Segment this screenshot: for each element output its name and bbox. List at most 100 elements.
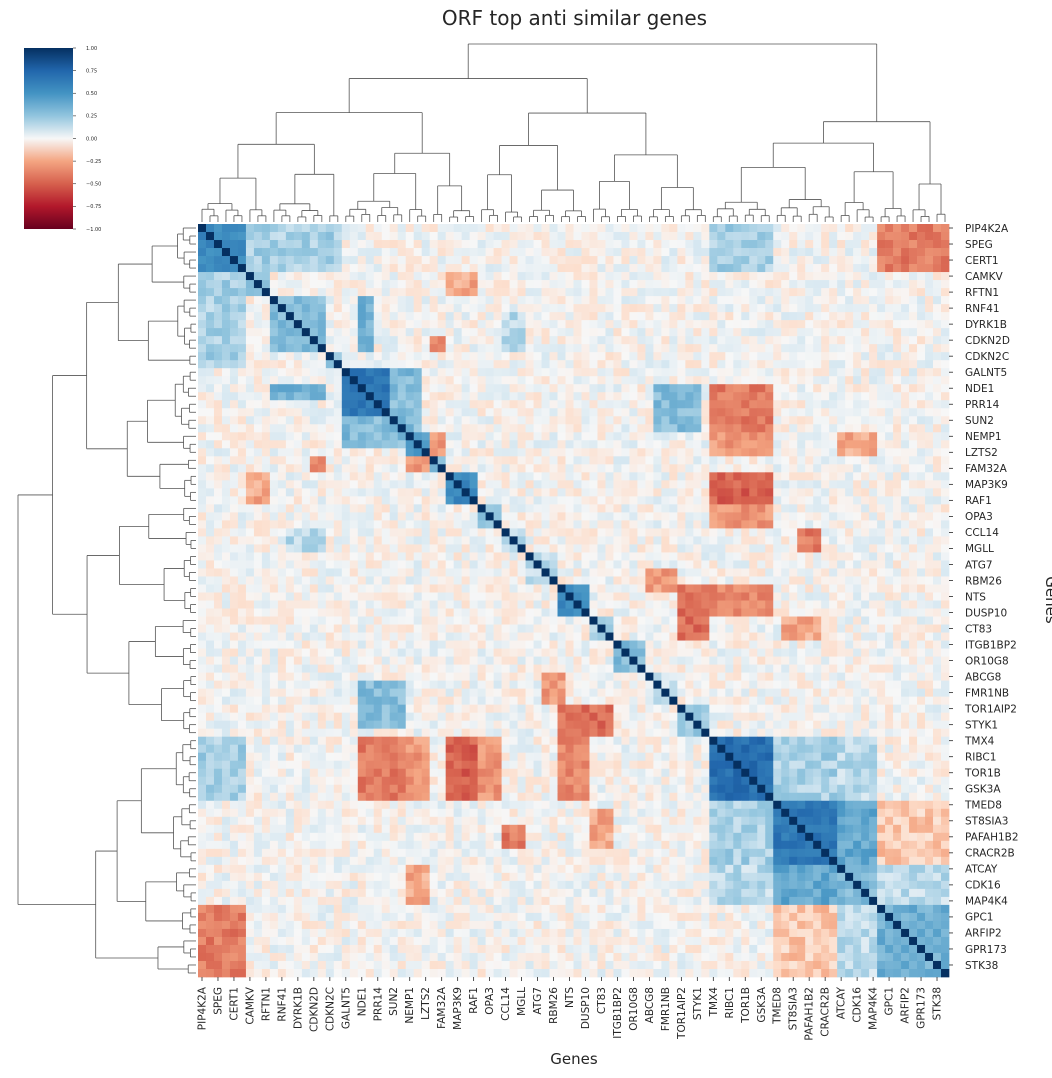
heatmap-cell [725,520,734,529]
heatmap-cell [869,552,878,561]
heatmap-cell [589,352,598,361]
heatmap-cell [333,552,343,561]
heatmap-cell [557,472,566,481]
heatmap-cell [685,344,694,353]
heatmap-cell [877,288,886,297]
heatmap-cell [469,544,478,553]
heatmap-cell [221,544,231,553]
heatmap-cell [885,312,894,321]
heatmap-cell [413,408,423,417]
heatmap-cell [509,528,518,537]
heatmap-cell [925,328,934,337]
heatmap-cell [669,272,678,281]
heatmap-cell [749,552,758,561]
heatmap-cell [605,240,614,249]
heatmap-cell [293,552,303,561]
colorbar-tick-label: −0.75 [86,204,101,210]
heatmap-cell [413,328,423,337]
heatmap-cell [517,272,526,281]
heatmap-cell [373,496,383,505]
heatmap-cell [565,520,574,529]
heatmap-cell [317,488,327,497]
heatmap-cell [533,568,542,577]
heatmap-cell [613,328,622,337]
heatmap-cell [277,512,287,521]
heatmap-cell [725,504,734,513]
heatmap-cell [421,456,431,465]
heatmap-cell [797,240,806,249]
heatmap-cell [477,392,486,401]
heatmap-cell [253,392,263,401]
heatmap-cell [845,456,854,465]
heatmap-cell [269,576,279,585]
heatmap-cell [933,376,942,385]
heatmap-cell [213,432,223,441]
heatmap-cell [469,272,478,281]
heatmap-cell [389,568,399,577]
heatmap-cell [429,256,439,265]
heatmap-cell [781,552,790,561]
heatmap-cell [645,464,654,473]
heatmap-cell [413,352,423,361]
heatmap-cell [525,232,534,241]
heatmap-cell [221,504,231,513]
heatmap-cell [381,528,391,537]
heatmap-cell [221,408,231,417]
heatmap-cell [245,576,255,585]
heatmap-cell [469,464,478,473]
heatmap-cell [325,480,335,489]
heatmap-cell [533,400,542,409]
heatmap-cell [765,392,774,401]
heatmap-cell [357,456,367,465]
heatmap-cell [621,312,630,321]
heatmap-cell [277,432,287,441]
heatmap-cell [917,472,926,481]
heatmap-cell [709,328,718,337]
heatmap-cell [645,328,654,337]
heatmap-cell [541,296,550,305]
heatmap-cell [277,576,287,585]
heatmap-cell [701,552,710,561]
heatmap-cell [733,520,742,529]
heatmap-cell [877,360,886,369]
heatmap-cell [797,360,806,369]
heatmap-cell [605,416,614,425]
heatmap-cell [397,456,407,465]
heatmap-cell [757,552,766,561]
heatmap-cell [469,440,478,449]
heatmap-cell [581,360,590,369]
heatmap-cell [765,592,774,601]
heatmap-cell [701,304,710,313]
heatmap-cell [877,224,886,233]
heatmap-cell [325,352,335,361]
heatmap-cell [437,488,447,497]
heatmap-cell [437,368,447,377]
heatmap-cell [277,480,287,489]
heatmap-cell [893,272,902,281]
heatmap-cell [637,256,646,265]
heatmap-cell [333,320,343,329]
heatmap-cell [573,440,582,449]
heatmap-cell [805,424,814,433]
heatmap-cell [453,232,462,241]
heatmap-cell [309,232,319,241]
heatmap-cell [341,264,351,273]
heatmap-cell [621,280,630,289]
heatmap-cell [293,576,303,585]
heatmap-cell [357,232,367,241]
heatmap-cell [525,544,534,553]
heatmap-cell [277,560,287,569]
heatmap-cell [797,320,806,329]
heatmap-cell [885,408,894,417]
heatmap-cell [773,288,782,297]
heatmap-cell [765,320,774,329]
heatmap-cell [869,496,878,505]
heatmap-cell [837,424,846,433]
heatmap-cell [469,288,478,297]
heatmap-cell [557,448,566,457]
heatmap-cell [301,360,311,369]
heatmap-cell [861,408,870,417]
heatmap-cell [909,456,918,465]
heatmap-cell [501,368,510,377]
heatmap-cell [845,232,854,241]
